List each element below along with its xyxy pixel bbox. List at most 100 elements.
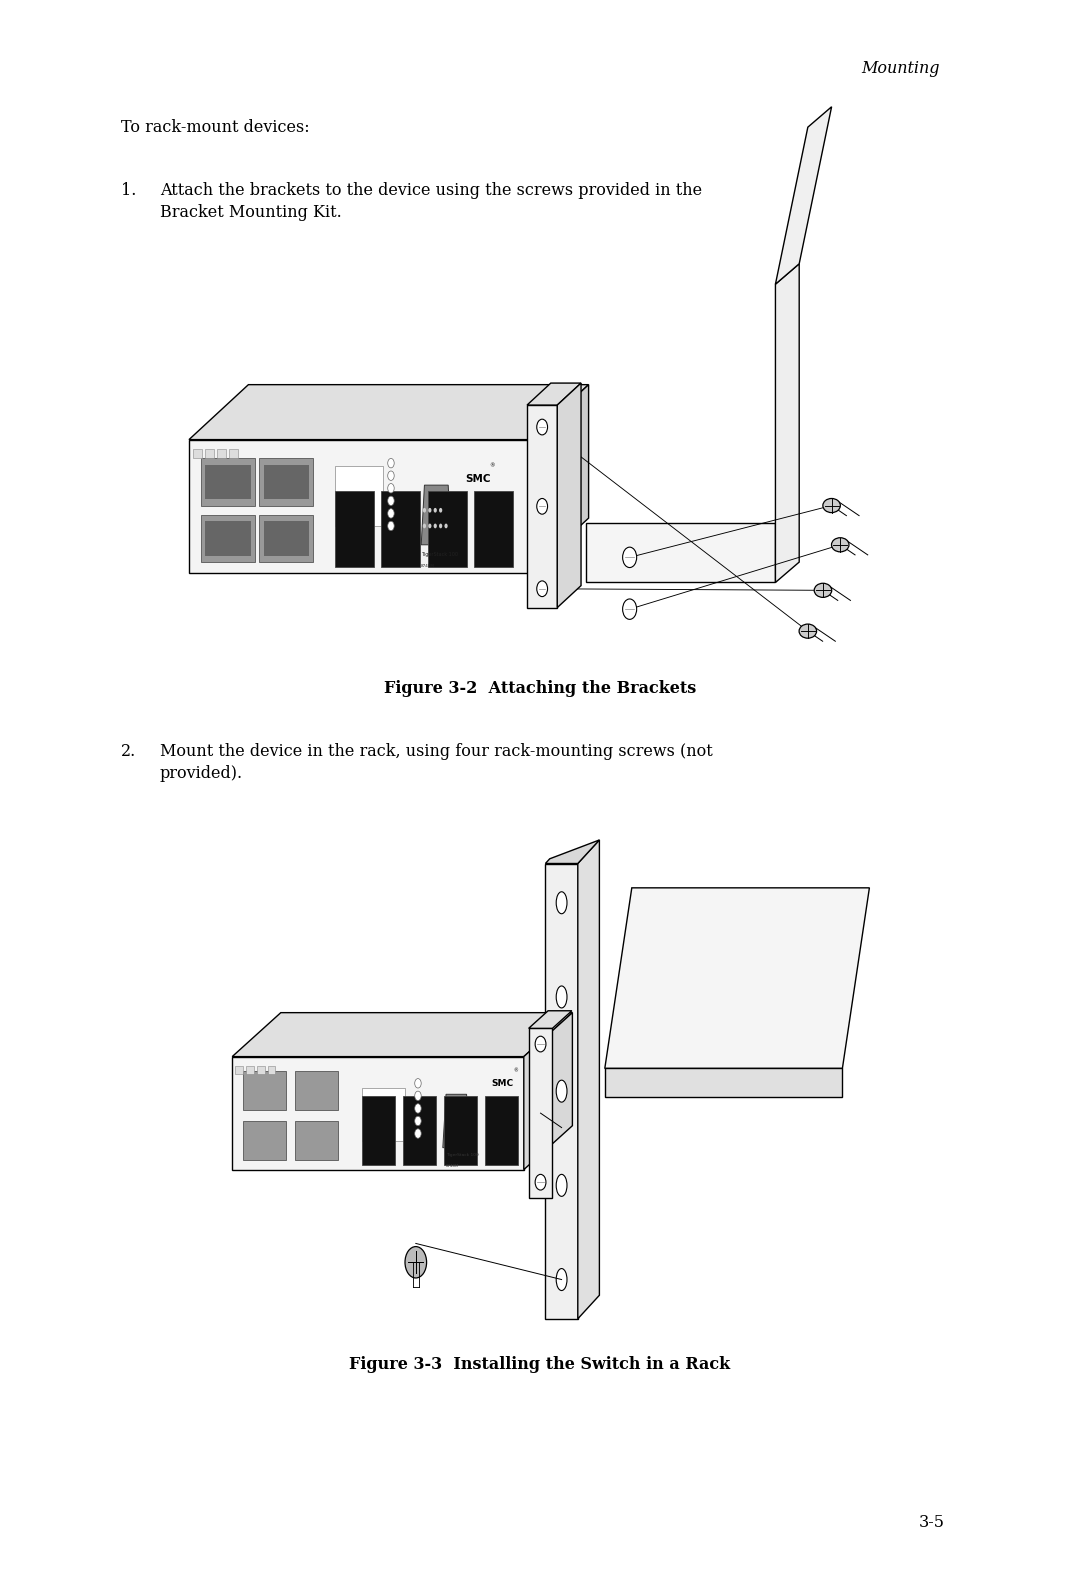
FancyBboxPatch shape bbox=[257, 1066, 265, 1074]
Circle shape bbox=[415, 1079, 421, 1088]
Ellipse shape bbox=[799, 623, 816, 639]
Text: Mount the device in the rack, using four rack-mounting screws (not
provided).: Mount the device in the rack, using four… bbox=[160, 743, 713, 782]
Polygon shape bbox=[527, 405, 557, 608]
FancyBboxPatch shape bbox=[474, 491, 513, 567]
Circle shape bbox=[423, 524, 426, 529]
Circle shape bbox=[433, 524, 436, 529]
Circle shape bbox=[438, 509, 443, 512]
Ellipse shape bbox=[556, 1174, 567, 1196]
Polygon shape bbox=[586, 523, 775, 582]
Circle shape bbox=[415, 1116, 421, 1126]
FancyBboxPatch shape bbox=[264, 521, 309, 556]
Circle shape bbox=[445, 524, 448, 529]
Polygon shape bbox=[232, 1057, 524, 1170]
Ellipse shape bbox=[556, 986, 567, 1008]
Polygon shape bbox=[189, 440, 529, 573]
FancyBboxPatch shape bbox=[362, 1096, 395, 1165]
Text: Attach the brackets to the device using the screws provided in the
Bracket Mount: Attach the brackets to the device using … bbox=[160, 182, 702, 221]
Circle shape bbox=[388, 471, 394, 480]
FancyBboxPatch shape bbox=[205, 521, 251, 556]
FancyBboxPatch shape bbox=[229, 449, 238, 458]
Ellipse shape bbox=[536, 1174, 545, 1190]
FancyBboxPatch shape bbox=[217, 449, 226, 458]
FancyBboxPatch shape bbox=[201, 458, 255, 506]
FancyBboxPatch shape bbox=[403, 1096, 436, 1165]
Ellipse shape bbox=[556, 1080, 567, 1102]
FancyBboxPatch shape bbox=[485, 1096, 518, 1165]
Text: 8748M: 8748M bbox=[446, 1163, 459, 1168]
Ellipse shape bbox=[537, 499, 548, 515]
FancyBboxPatch shape bbox=[268, 1066, 275, 1074]
Text: To rack-mount devices:: To rack-mount devices: bbox=[121, 119, 310, 137]
Circle shape bbox=[388, 484, 394, 493]
Circle shape bbox=[388, 521, 394, 531]
Ellipse shape bbox=[536, 1036, 545, 1052]
FancyBboxPatch shape bbox=[295, 1121, 338, 1160]
FancyBboxPatch shape bbox=[243, 1071, 286, 1110]
Polygon shape bbox=[545, 864, 578, 1319]
FancyBboxPatch shape bbox=[246, 1066, 254, 1074]
Circle shape bbox=[428, 509, 432, 512]
FancyBboxPatch shape bbox=[444, 1096, 477, 1165]
FancyBboxPatch shape bbox=[235, 1066, 243, 1074]
FancyBboxPatch shape bbox=[428, 491, 467, 567]
Circle shape bbox=[423, 509, 426, 512]
Polygon shape bbox=[578, 840, 599, 1319]
FancyBboxPatch shape bbox=[381, 491, 420, 567]
Polygon shape bbox=[529, 385, 589, 573]
Ellipse shape bbox=[537, 419, 548, 435]
Polygon shape bbox=[545, 840, 599, 864]
Circle shape bbox=[388, 509, 394, 518]
Ellipse shape bbox=[556, 892, 567, 914]
FancyBboxPatch shape bbox=[193, 449, 202, 458]
Text: 3-5: 3-5 bbox=[919, 1513, 945, 1531]
Polygon shape bbox=[421, 485, 451, 545]
Text: SMC: SMC bbox=[465, 474, 491, 484]
FancyBboxPatch shape bbox=[362, 1088, 405, 1141]
Polygon shape bbox=[443, 1094, 470, 1148]
FancyBboxPatch shape bbox=[335, 491, 374, 567]
Text: Mounting: Mounting bbox=[861, 60, 940, 77]
Text: ®: ® bbox=[489, 463, 495, 469]
Ellipse shape bbox=[823, 499, 840, 512]
Polygon shape bbox=[775, 107, 832, 284]
Text: TigerStack 100: TigerStack 100 bbox=[421, 553, 458, 557]
Ellipse shape bbox=[537, 581, 548, 597]
Circle shape bbox=[415, 1091, 421, 1101]
Polygon shape bbox=[605, 1068, 842, 1097]
Polygon shape bbox=[529, 1011, 572, 1028]
Polygon shape bbox=[605, 889, 869, 1068]
Ellipse shape bbox=[556, 1269, 567, 1291]
FancyBboxPatch shape bbox=[205, 465, 251, 499]
Circle shape bbox=[438, 524, 443, 529]
FancyBboxPatch shape bbox=[243, 1121, 286, 1160]
Text: Figure 3-3  Installing the Switch in a Rack: Figure 3-3 Installing the Switch in a Ra… bbox=[350, 1356, 730, 1374]
Text: SMC: SMC bbox=[491, 1079, 513, 1088]
Ellipse shape bbox=[814, 584, 832, 598]
FancyBboxPatch shape bbox=[201, 515, 255, 562]
Polygon shape bbox=[189, 385, 589, 440]
Text: TigerStack 100: TigerStack 100 bbox=[446, 1152, 478, 1157]
FancyBboxPatch shape bbox=[264, 465, 309, 499]
FancyBboxPatch shape bbox=[259, 458, 313, 506]
Polygon shape bbox=[524, 1013, 572, 1170]
Text: 1.: 1. bbox=[121, 182, 136, 199]
Polygon shape bbox=[557, 383, 581, 608]
FancyBboxPatch shape bbox=[259, 515, 313, 562]
Circle shape bbox=[388, 496, 394, 506]
Text: 2.: 2. bbox=[121, 743, 136, 760]
Circle shape bbox=[405, 1247, 427, 1278]
Circle shape bbox=[455, 524, 465, 540]
Ellipse shape bbox=[832, 537, 849, 553]
Polygon shape bbox=[527, 383, 581, 405]
Circle shape bbox=[388, 458, 394, 468]
Circle shape bbox=[415, 1129, 421, 1138]
Polygon shape bbox=[232, 1013, 572, 1057]
FancyBboxPatch shape bbox=[295, 1071, 338, 1110]
Polygon shape bbox=[529, 1028, 552, 1198]
Circle shape bbox=[433, 509, 436, 512]
FancyBboxPatch shape bbox=[205, 449, 214, 458]
Ellipse shape bbox=[623, 598, 637, 620]
Text: 8748M: 8748M bbox=[421, 564, 435, 568]
Text: Figure 3-2  Attaching the Brackets: Figure 3-2 Attaching the Brackets bbox=[383, 680, 697, 697]
